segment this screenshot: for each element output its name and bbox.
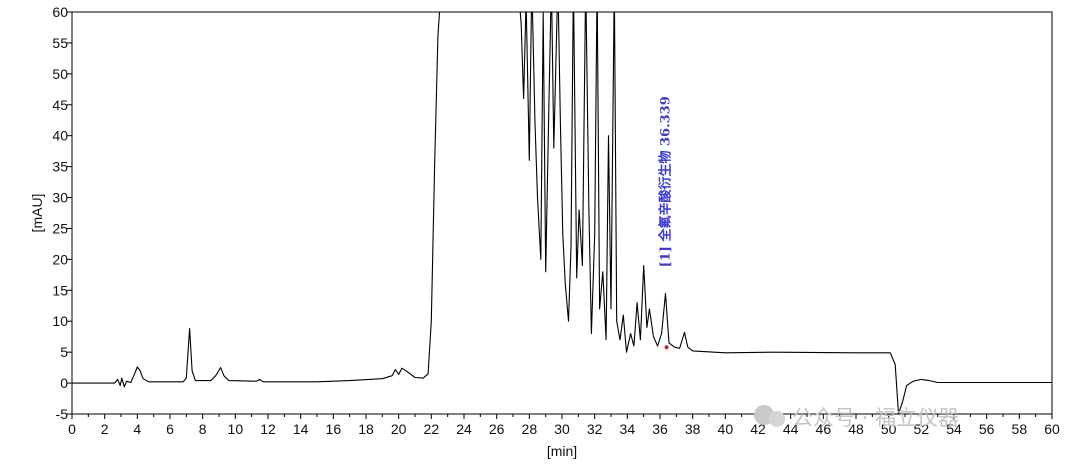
peak-annotations: [1] 全氟辛酸衍生物 36.339: [658, 96, 674, 267]
x-tick-label: 52: [914, 421, 930, 437]
x-tick-label: 6: [166, 421, 174, 437]
x-tick-label: 16: [326, 421, 342, 437]
wechat-icon: [754, 405, 774, 425]
x-tick-label: 28: [522, 421, 538, 437]
y-tick-label: 15: [52, 282, 68, 298]
watermark-text: 公众号 · 福立仪器: [792, 406, 959, 430]
x-tick-label: 30: [554, 421, 570, 437]
x-tick-label: 0: [68, 421, 76, 437]
x-tick-label: 46: [816, 421, 832, 437]
x-axis-ticks: 0 2 4 6 8 10 12 14 16 18 20 22 24 26 28 30 32 34 36 38 40 42 4…: [68, 414, 1060, 437]
x-tick-label: 34: [620, 421, 636, 437]
x-tick-label: 40: [718, 421, 734, 437]
y-tick-label: 25: [52, 220, 68, 236]
y-tick-label: 10: [52, 313, 68, 329]
y-tick-label: 30: [52, 190, 68, 206]
x-tick-label: 48: [848, 421, 864, 437]
x-tick-label: 4: [133, 421, 141, 437]
x-tick-label: 26: [489, 421, 505, 437]
x-tick-label: 14: [293, 421, 309, 437]
y-tick-label: -5: [56, 406, 69, 422]
x-tick-label: 50: [881, 421, 897, 437]
y-tick-label: 20: [52, 251, 68, 267]
x-tick-label: 44: [783, 421, 799, 437]
y-tick-label: 5: [60, 344, 68, 360]
series-group: [72, 12, 1052, 414]
series-line: [72, 12, 1052, 414]
wechat-icon-secondary: [769, 411, 785, 427]
y-tick-label: 0: [60, 375, 68, 391]
x-tick-label: 12: [260, 421, 276, 437]
peak-label: [1] 全氟辛酸衍生物 36.339: [658, 96, 674, 267]
x-tick-label: 36: [652, 421, 668, 437]
x-tick-label: 58: [1012, 421, 1028, 437]
y-tick-label: 40: [52, 128, 68, 144]
x-tick-label: 32: [587, 421, 603, 437]
x-tick-label: 38: [685, 421, 701, 437]
x-tick-label: 20: [391, 421, 407, 437]
x-tick-label: 54: [946, 421, 962, 437]
watermark: 公众号 · 福立仪器: [754, 405, 959, 430]
x-axis-title: [min]: [547, 443, 577, 459]
x-tick-label: 42: [750, 421, 766, 437]
y-tick-label: 50: [52, 66, 68, 82]
y-tick-label: 45: [52, 97, 68, 113]
x-tick-label: 18: [358, 421, 374, 437]
y-tick-label: 60: [52, 4, 68, 20]
x-tick-label: 8: [199, 421, 207, 437]
x-tick-label: 22: [424, 421, 440, 437]
x-tick-label: 10: [228, 421, 244, 437]
y-axis-ticks: -5 0 5 10 15 20 25 30 35 40 45 50 55 60: [52, 4, 72, 422]
x-tick-label: 60: [1044, 421, 1060, 437]
y-axis-title: [mAU]: [29, 194, 45, 233]
x-tick-label: 56: [979, 421, 995, 437]
plot-frame: [71, 11, 1053, 415]
y-tick-label: 35: [52, 159, 68, 175]
y-tick-label: 55: [52, 35, 68, 51]
x-tick-label: 2: [101, 421, 109, 437]
x-tick-label: 24: [456, 421, 472, 437]
peak-integration-marker: [664, 345, 669, 350]
